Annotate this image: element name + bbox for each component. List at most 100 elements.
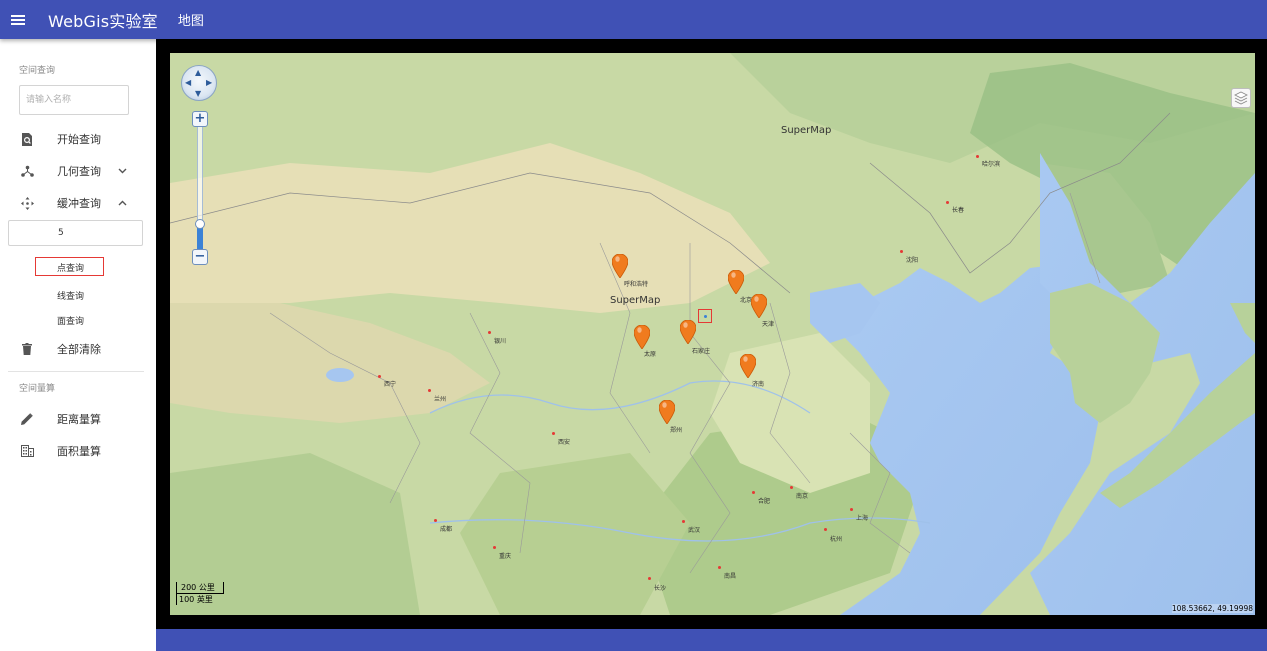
map-marker-pin-icon[interactable]: [659, 400, 675, 424]
map-marker-pin-icon[interactable]: [680, 320, 696, 344]
map-marker-pin-icon[interactable]: [612, 254, 628, 278]
scale-line: 200 公里 100 英里: [176, 582, 224, 605]
graph-icon: [20, 164, 34, 178]
city-label: 石家庄: [692, 348, 711, 355]
watermark-supermap: SuperMap: [781, 125, 832, 136]
trash-icon: [20, 342, 34, 356]
polygon-query-button[interactable]: 面查询: [57, 317, 85, 327]
point-query-button[interactable]: 点查询: [57, 264, 85, 274]
buffer-query-label: 缓冲查询: [57, 197, 101, 210]
city-dot: [493, 546, 496, 549]
chevron-down-icon: [118, 166, 127, 177]
scale-mi: 100 英里: [176, 594, 219, 605]
watermark-supermap: SuperMap: [610, 295, 661, 306]
sidebar: 空间查询 开始查询 几何查询 缓冲查询 点查询 线查询 面查询 全部清除: [0, 39, 156, 651]
start-query-label: 开始查询: [57, 133, 101, 146]
city-label: 哈尔滨: [982, 161, 1001, 168]
map-marker-pin-icon[interactable]: [634, 325, 650, 349]
search-doc-icon: [20, 132, 34, 146]
city-label: 郑州: [670, 427, 683, 434]
city-dot: [434, 519, 437, 522]
buffer-distance-input[interactable]: [8, 220, 143, 246]
clear-all-button[interactable]: 全部清除: [0, 338, 156, 360]
city-label: 南京: [796, 493, 809, 500]
city-dot: [648, 577, 651, 580]
city-label: 南昌: [724, 573, 737, 580]
city-label: 天津: [762, 321, 775, 328]
geometry-query-menu[interactable]: 几何查询: [0, 160, 156, 182]
pan-right-icon[interactable]: ▶: [206, 78, 213, 87]
line-query-button[interactable]: 线查询: [57, 292, 85, 302]
mouse-coordinates: 108.53662, 49.19998: [1171, 604, 1253, 613]
zoom-slider[interactable]: + −: [192, 111, 208, 265]
city-dot: [378, 375, 381, 378]
menu-icon[interactable]: [11, 14, 25, 26]
city-label: 济南: [752, 381, 765, 388]
city-label: 沈阳: [906, 257, 919, 264]
area-measure-label: 面积量算: [57, 445, 101, 458]
nav-map-link[interactable]: 地图: [177, 14, 204, 29]
city-label: 上海: [856, 515, 869, 522]
city-dot: [682, 520, 685, 523]
city-dot: [428, 389, 431, 392]
move-arrows-icon: [20, 196, 34, 210]
zoom-in-button[interactable]: +: [192, 111, 208, 127]
city-label: 太原: [644, 351, 657, 358]
city-dot: [488, 331, 491, 334]
clear-all-label: 全部清除: [57, 343, 101, 356]
zoom-level-fill: [197, 223, 203, 255]
chevron-up-icon: [118, 198, 127, 209]
city-dot: [752, 491, 755, 494]
pan-control[interactable]: ▲ ▼ ◀ ▶: [181, 65, 217, 101]
city-label: 长春: [952, 207, 965, 214]
city-label: 成都: [440, 526, 453, 533]
city-label: 西宁: [384, 381, 397, 388]
city-label: 武汉: [688, 527, 701, 534]
map-marker-pin-icon[interactable]: [740, 354, 756, 378]
pan-down-icon[interactable]: ▼: [195, 89, 202, 98]
city-label: 呼和浩特: [624, 281, 649, 288]
city-dot: [824, 528, 827, 531]
city-label: 重庆: [499, 553, 512, 560]
city-label: 合肥: [758, 498, 771, 505]
zoom-out-button[interactable]: −: [192, 249, 208, 265]
city-label: 杭州: [830, 536, 843, 543]
area-measure-button[interactable]: 面积量算: [0, 440, 156, 462]
pan-left-icon[interactable]: ◀: [185, 78, 192, 87]
map-viewport[interactable]: SuperMap SuperMap 哈尔滨 长春 沈阳 呼和浩特 北京 天津 银…: [170, 53, 1255, 615]
city-dot: [900, 250, 903, 253]
name-input[interactable]: [19, 85, 129, 115]
zoom-handle[interactable]: [195, 219, 205, 229]
distance-measure-button[interactable]: 距离量算: [0, 408, 156, 430]
section-label-spatial-query: 空间查询: [19, 66, 56, 76]
top-app-bar: WebGis实验室 地图: [0, 0, 1267, 39]
city-label: 银川: [494, 338, 507, 345]
city-dot: [718, 566, 721, 569]
section-label-measure: 空间量算: [19, 384, 56, 394]
city-dot: [946, 201, 949, 204]
basemap: [170, 53, 1255, 615]
map-frame: SuperMap SuperMap 哈尔滨 长春 沈阳 呼和浩特 北京 天津 银…: [156, 39, 1267, 629]
city-dot: [976, 155, 979, 158]
buffer-query-menu[interactable]: 缓冲查询: [0, 192, 156, 214]
city-label: 兰州: [434, 396, 447, 403]
layers-icon: [1234, 91, 1248, 105]
geometry-query-label: 几何查询: [57, 165, 101, 178]
map-marker-pin-icon[interactable]: [728, 270, 744, 294]
sidebar-divider: [8, 371, 144, 372]
city-label: 西安: [558, 439, 571, 446]
distance-measure-label: 距离量算: [57, 413, 101, 426]
map-marker-pin-icon[interactable]: [751, 294, 767, 318]
building-grid-icon: [20, 444, 34, 458]
city-label: 北京: [740, 297, 753, 304]
query-point-selection: [698, 309, 712, 323]
start-query-button[interactable]: 开始查询: [0, 128, 156, 150]
layers-button[interactable]: [1231, 88, 1251, 108]
city-label: 长沙: [654, 585, 667, 592]
scale-km: 200 公里: [176, 582, 224, 594]
app-title: WebGis实验室: [48, 11, 158, 31]
pencil-icon: [20, 412, 34, 426]
city-dot: [850, 508, 853, 511]
footer-bar: [156, 629, 1267, 651]
pan-up-icon[interactable]: ▲: [195, 68, 202, 77]
